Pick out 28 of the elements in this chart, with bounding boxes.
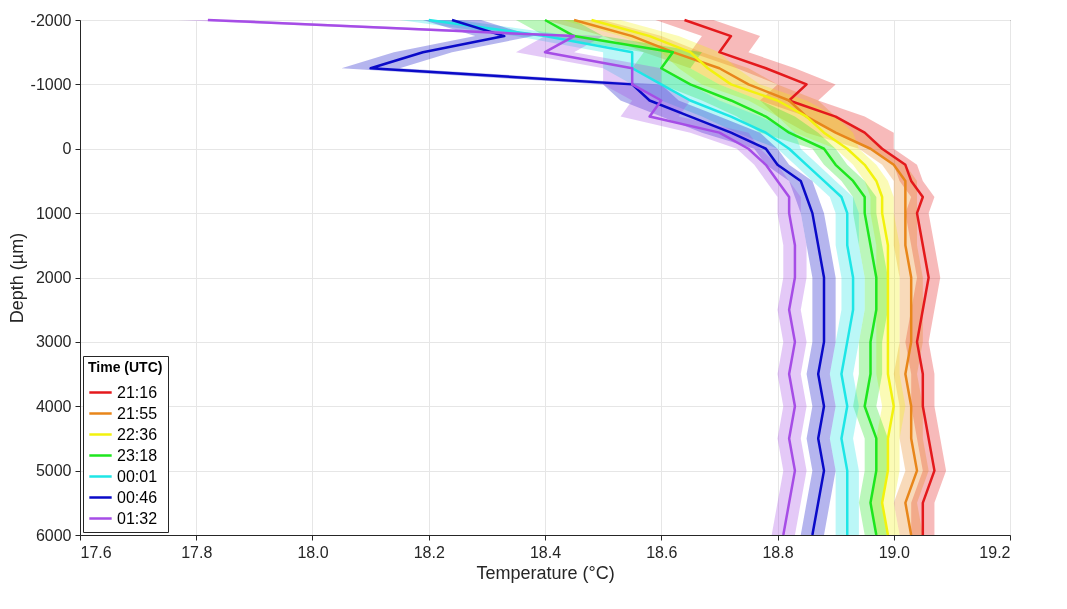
y-tick-label: 2000	[35, 269, 72, 286]
legend-label: 22:36	[117, 425, 158, 443]
x-tick-label: 18.0	[297, 543, 329, 561]
legend-label: 00:01	[117, 467, 158, 485]
x-tick-label: 17.6	[80, 543, 112, 561]
y-tick-label: 5000	[35, 462, 72, 480]
y-axis-title: Depth (µm)	[6, 232, 27, 324]
legend-label: 00:46	[117, 488, 158, 506]
legend-label: 21:16	[117, 383, 158, 401]
x-tick-label: 18.4	[529, 543, 562, 561]
y-tick-label: -1000	[30, 75, 72, 93]
legend-label: 23:18	[117, 446, 158, 464]
y-tick-label: -2000	[30, 11, 72, 29]
x-tick-label: 18.2	[413, 543, 445, 561]
legend-title: Time (UTC)	[88, 359, 163, 375]
y-tick-label: 1000	[35, 204, 72, 222]
x-tick-label: 19.2	[979, 543, 1011, 561]
legend-label: 01:32	[117, 509, 158, 527]
y-tick-label: 4000	[35, 397, 72, 415]
y-tick-label: 0	[62, 140, 72, 158]
x-tick-label: 19.0	[878, 543, 910, 561]
y-tick-label: 3000	[35, 333, 72, 351]
y-tick-label: 6000	[35, 526, 72, 544]
legend-label: 21:55	[117, 404, 158, 422]
x-tick-label: 17.8	[181, 543, 213, 561]
x-axis-title: Temperature (°C)	[476, 562, 615, 583]
x-tick-label: 18.6	[646, 543, 678, 561]
x-tick-label: 18.8	[762, 543, 794, 561]
